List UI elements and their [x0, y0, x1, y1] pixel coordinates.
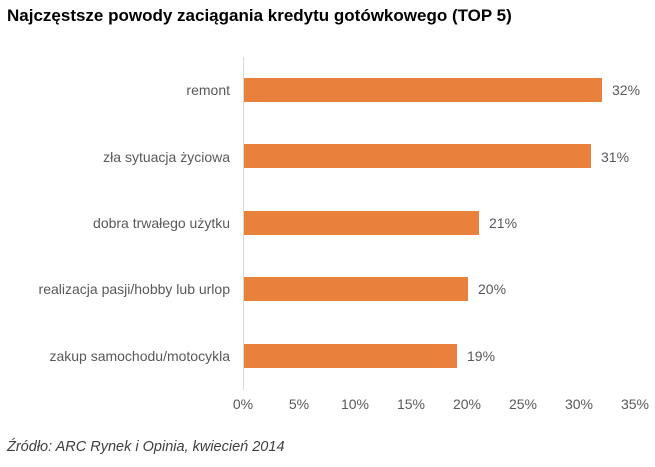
- source-note: Źródło: ARC Rynek i Opinia, kwiecień 201…: [7, 439, 285, 455]
- value-label: 21%: [489, 214, 518, 231]
- category-label: zakup samochodu/motocykla: [49, 347, 230, 364]
- x-axis-tick-label: 15%: [396, 396, 426, 412]
- value-label: 31%: [601, 148, 630, 165]
- bar: [244, 210, 479, 235]
- category-label: zła sytuacja życiowa: [103, 148, 230, 165]
- plot-area: remont 32% zła sytuacja życiowa 31% dobr…: [0, 57, 655, 390]
- x-axis-tick-label: 25%: [508, 396, 538, 412]
- x-axis-tick-label: 0%: [232, 396, 254, 412]
- category-axis-line: [243, 57, 244, 390]
- chart-title: Najczęstsze powody zaciągania kredytu go…: [7, 6, 512, 25]
- category-label: dobra trwałego użytku: [93, 214, 230, 231]
- category-label: remont: [186, 82, 230, 99]
- x-axis-tick-label: 35%: [620, 396, 650, 412]
- x-axis-tick-label: 5%: [288, 396, 310, 412]
- bar-row: zakup samochodu/motocykla 19%: [0, 323, 655, 389]
- bar: [244, 144, 591, 169]
- bar-row: zła sytuacja życiowa 31%: [0, 123, 655, 189]
- bar: [244, 343, 457, 368]
- value-label: 32%: [612, 82, 641, 99]
- bar: [244, 277, 468, 302]
- x-axis-tick-label: 30%: [564, 396, 594, 412]
- category-label: realizacja pasji/hobby lub urlop: [38, 281, 230, 298]
- bar: [244, 78, 602, 102]
- bar-row: dobra trwałego użytku 21%: [0, 190, 655, 256]
- bar-row: realizacja pasji/hobby lub urlop 20%: [0, 256, 655, 322]
- value-label: 20%: [478, 281, 507, 298]
- bar-row: remont 32%: [0, 57, 655, 123]
- x-axis-tick-label: 20%: [452, 396, 482, 412]
- value-label: 19%: [467, 347, 496, 364]
- x-axis-tick-labels: 0% 5% 10% 15% 20% 25% 30% 35%: [0, 396, 655, 414]
- x-axis-tick-label: 10%: [340, 396, 370, 412]
